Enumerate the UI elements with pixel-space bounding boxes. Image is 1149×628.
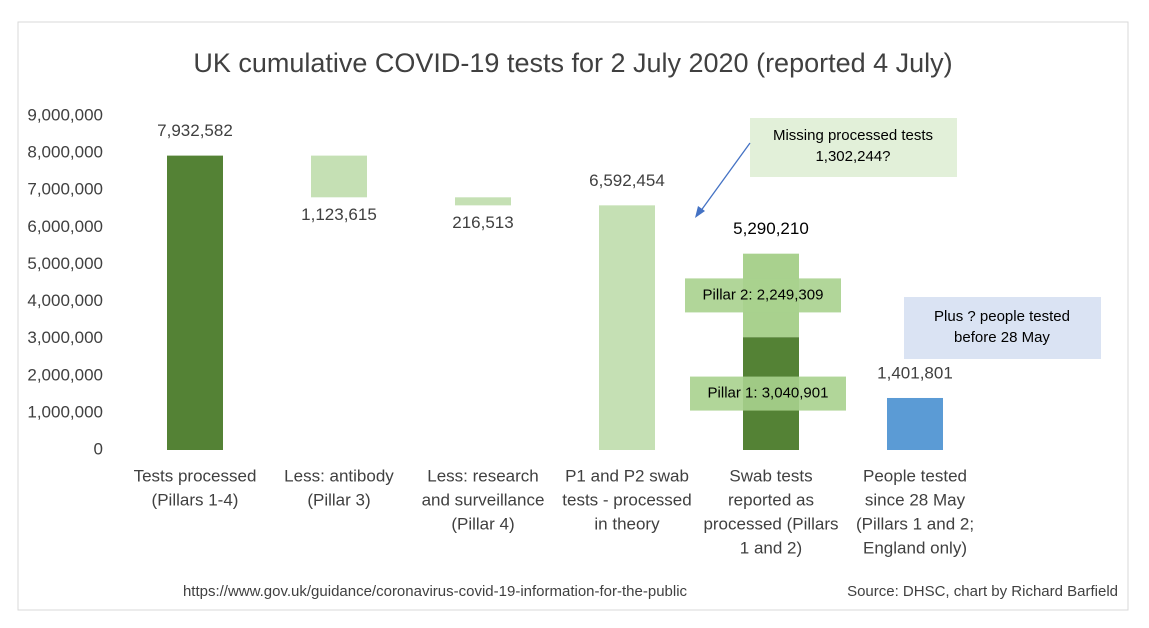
segment-label-box <box>685 278 841 313</box>
x-tick-label: 1 and 2) <box>740 538 802 557</box>
y-tick-label: 3,000,000 <box>27 328 103 347</box>
x-tick-label: in theory <box>594 514 660 533</box>
x-tick-label: (Pillar 4) <box>451 514 514 533</box>
annotation-arrow <box>699 142 751 213</box>
x-tick-label: Less: research <box>427 466 539 485</box>
data-label: 216,513 <box>452 213 513 232</box>
data-label: 7,932,582 <box>157 121 233 140</box>
x-tick-label: reported as <box>728 490 814 509</box>
segment-label: Pillar 2: 2,249,309 <box>703 286 824 303</box>
x-tick-label: since 28 May <box>865 490 966 509</box>
data-label: 1,401,801 <box>877 363 953 382</box>
source: Source: DHSC, chart by Richard Barfield <box>847 583 1118 600</box>
data-label: 1,123,615 <box>301 205 377 224</box>
bar <box>311 155 367 198</box>
x-tick-label: processed (Pillars <box>703 514 838 533</box>
data-label: 6,592,454 <box>589 171 665 190</box>
bar <box>887 397 943 450</box>
segment-label-box <box>690 376 846 411</box>
y-tick-label: 8,000,000 <box>27 143 103 162</box>
footer-url: https://www.gov.uk/guidance/coronavirus-… <box>183 583 688 600</box>
annotation: 1,302,244? <box>815 148 890 165</box>
annotation-box <box>750 118 957 177</box>
chart-title: UK cumulative COVID-19 tests for 2 July … <box>193 48 952 78</box>
bar <box>599 205 655 450</box>
bar <box>455 197 511 206</box>
data-label: 5,290,210 <box>733 219 809 238</box>
annotation-box <box>904 297 1101 359</box>
x-tick-label: Tests processed <box>134 466 257 485</box>
x-tick-label: P1 and P2 swab <box>565 466 689 485</box>
y-tick-label: 7,000,000 <box>27 180 103 199</box>
x-tick-label: Swab tests <box>729 466 812 485</box>
y-tick-label: 5,000,000 <box>27 254 103 273</box>
bar <box>167 155 223 450</box>
arrow-head <box>695 206 705 218</box>
x-tick-label: and surveillance <box>422 490 545 509</box>
annotation: Plus ? people tested <box>934 308 1070 325</box>
y-tick-label: 6,000,000 <box>27 217 103 236</box>
y-tick-label: 0 <box>94 439 103 458</box>
segment-label: Pillar 1: 3,040,901 <box>708 385 829 402</box>
x-tick-label: (Pillars 1 and 2; <box>856 514 974 533</box>
annotation: before 28 May <box>954 329 1050 346</box>
x-tick-label: People tested <box>863 466 967 485</box>
y-tick-label: 9,000,000 <box>27 105 103 124</box>
x-tick-label: (Pillar 3) <box>307 490 370 509</box>
annotation: Missing processed tests <box>773 127 933 144</box>
x-tick-label: England only) <box>863 538 967 557</box>
y-tick-label: 4,000,000 <box>27 291 103 310</box>
x-tick-label: tests - processed <box>562 490 691 509</box>
x-tick-label: (Pillars 1-4) <box>152 490 239 509</box>
y-tick-label: 2,000,000 <box>27 365 103 384</box>
x-tick-label: Less: antibody <box>284 466 394 485</box>
y-tick-label: 1,000,000 <box>27 402 103 421</box>
